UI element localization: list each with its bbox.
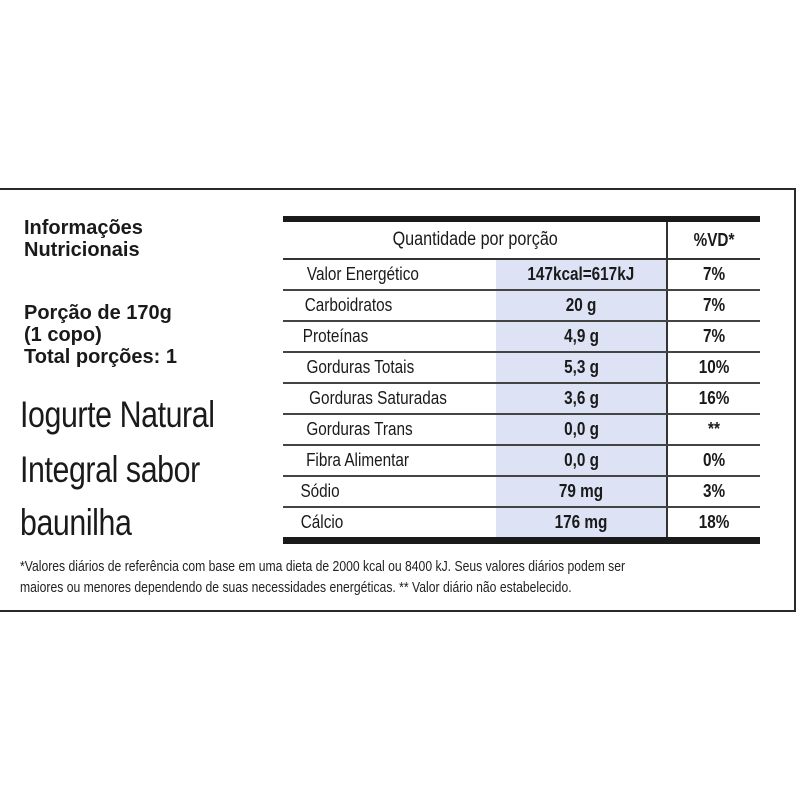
product-name-line: Integral sabor (20, 449, 200, 490)
nutrient-amount: 176 mg (554, 512, 608, 532)
table-row: Proteínas 4,9 g 7% (283, 322, 760, 353)
table-row: Gorduras Trans 0,0 g ** (283, 415, 760, 446)
top-rule (283, 216, 760, 222)
nutrient-name: Gorduras Saturadas (309, 388, 447, 408)
nutrient-name: Carboidratos (304, 295, 393, 315)
table-row: Gorduras Totais 5,3 g 10% (283, 353, 760, 384)
nutrient-name: Proteínas (302, 326, 369, 346)
nutrient-amount: 5,3 g (563, 357, 599, 377)
table-header: Quantidade por porção %VD* (283, 222, 760, 260)
nutrient-dv: 7% (703, 295, 726, 315)
nutrient-amount: 3,6 g (563, 388, 599, 408)
nutrient-amount: 0,0 g (563, 450, 599, 470)
title-line: Informações (24, 217, 143, 239)
title-line: Nutricionais (24, 239, 140, 261)
nutrient-amount: 147kcal=617kJ (527, 264, 635, 284)
portion-info: Porção de 170g (1 copo) Total porções: 1 (24, 302, 177, 368)
portion-line: (1 copo) (24, 324, 102, 346)
nutrition-label (0, 188, 796, 612)
table-row: Valor Energético 147kcal=617kJ 7% (283, 260, 760, 291)
portion-line: Porção de 170g (24, 302, 172, 324)
nutrient-dv: 0% (703, 450, 726, 470)
footnote-line: maiores ou menores dependendo de suas ne… (20, 580, 572, 596)
table-row: Gorduras Saturadas 3,6 g 16% (283, 384, 760, 415)
nutrient-dv: 18% (698, 512, 730, 532)
label-title: Informações Nutricionais (24, 217, 143, 261)
product-name-line: baunilha (20, 502, 132, 543)
nutrient-amount: 0,0 g (563, 419, 599, 439)
portion-line: Total porções: 1 (24, 346, 177, 368)
nutrient-dv: 7% (703, 326, 726, 346)
nutrient-dv: ** (708, 419, 721, 439)
nutrient-name: Gorduras Trans (306, 419, 413, 439)
nutrient-amount: 20 g (565, 295, 597, 315)
table-row: Cálcio 176 mg 18% (283, 508, 760, 537)
table-row: Fibra Alimentar 0,0 g 0% (283, 446, 760, 477)
nutrition-table: Quantidade por porção %VD* Valor Energét… (283, 216, 760, 544)
nutrient-dv: 3% (703, 481, 726, 501)
nutrient-dv: 16% (698, 388, 730, 408)
header-quantity: Quantidade por porção (392, 229, 558, 250)
nutrient-amount: 79 mg (559, 481, 604, 501)
nutrient-amount: 4,9 g (563, 326, 599, 346)
table-row: Carboidratos 20 g 7% (283, 291, 760, 322)
nutrient-name: Gorduras Totais (306, 357, 415, 377)
nutrient-dv: 10% (698, 357, 730, 377)
nutrient-name: Valor Energético (306, 264, 419, 284)
nutrient-dv: 7% (703, 264, 726, 284)
nutrient-name: Sódio (300, 481, 340, 501)
footnote-line: *Valores diários de referência com base … (20, 559, 626, 575)
nutrient-name: Cálcio (300, 512, 344, 532)
product-name-line: Iogurte Natural (20, 394, 215, 435)
table-row: Sódio 79 mg 3% (283, 477, 760, 508)
header-dv: %VD* (693, 229, 735, 250)
bottom-rule (283, 537, 760, 544)
nutrient-name: Fibra Alimentar (306, 450, 409, 470)
footnote: *Valores diários de referência com base … (20, 557, 776, 599)
